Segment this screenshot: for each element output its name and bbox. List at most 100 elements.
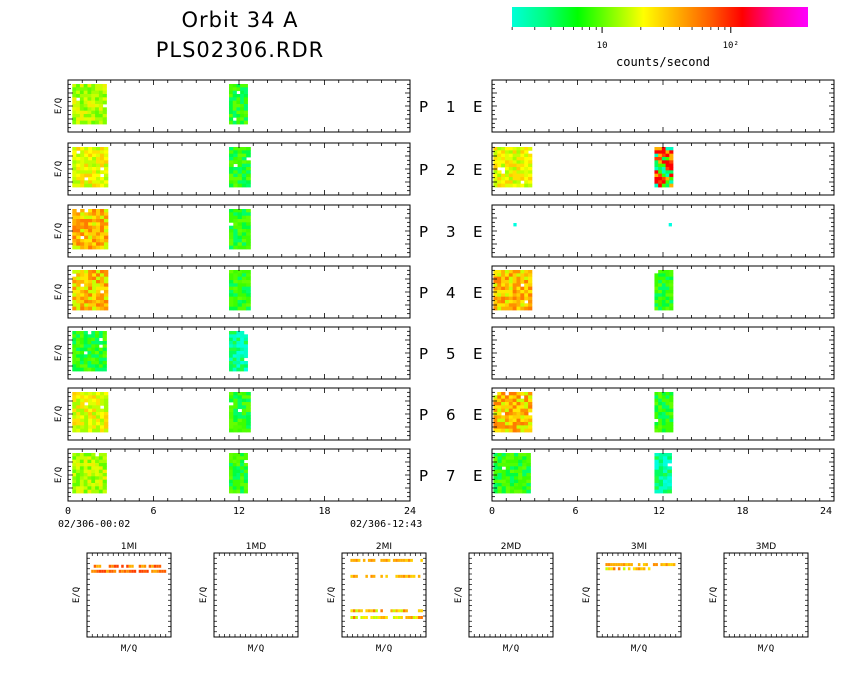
data-cell: [229, 94, 234, 98]
data-cell: [103, 147, 109, 151]
mass-cell: [400, 616, 403, 619]
data-cell: [497, 183, 502, 188]
data-cell: [509, 463, 515, 467]
data-cell: [241, 408, 247, 413]
data-cell: [79, 361, 85, 365]
data-cell: [83, 100, 88, 105]
data-cell: [243, 473, 248, 477]
data-cell: [516, 418, 521, 423]
data-cell: [665, 425, 670, 430]
data-cell: [229, 293, 234, 298]
data-cell: [501, 273, 506, 278]
mass-cell: [395, 616, 398, 619]
data-cell: [88, 160, 93, 165]
data-cell: [96, 286, 101, 291]
data-cell: [516, 270, 521, 274]
data-cell: [240, 107, 245, 112]
data-cell: [504, 153, 510, 158]
data-cell: [98, 476, 104, 481]
data-cell: [92, 225, 97, 230]
data-cell: [99, 229, 105, 233]
mass-cell: [98, 564, 102, 568]
data-cell: [665, 286, 670, 291]
data-cell: [658, 293, 663, 298]
data-cell: [91, 463, 96, 467]
data-cell: [240, 489, 245, 494]
data-cell: [528, 306, 533, 311]
data-cell: [95, 459, 100, 464]
mass-cell: [420, 558, 423, 562]
data-cell: [76, 177, 81, 181]
data-cell: [92, 157, 97, 161]
data-cell: [72, 84, 77, 88]
data-cell: [669, 280, 674, 284]
data-cell: [80, 306, 85, 311]
data-cell: [72, 306, 77, 311]
data-cell: [92, 222, 97, 227]
data-cell: [72, 456, 77, 461]
mass-panel-title: 3MI: [631, 542, 647, 552]
data-cell: [667, 486, 672, 491]
data-cell: [504, 296, 510, 301]
data-cell: [509, 479, 515, 484]
spectrogram-panel: [491, 448, 835, 502]
data-cell: [237, 405, 243, 410]
data-cell: [92, 425, 97, 430]
data-cell: [102, 367, 107, 372]
spectrogram-panel: [67, 326, 411, 380]
data-cell: [102, 114, 107, 118]
data-cell: [76, 225, 81, 230]
data-cell: [493, 276, 498, 281]
data-cell: [72, 163, 77, 168]
data-cell: [87, 104, 92, 108]
data-cell: [237, 303, 243, 308]
data-cell: [665, 276, 670, 281]
data-cell: [504, 177, 510, 181]
data-cell: [79, 117, 85, 122]
data-cell: [95, 87, 100, 92]
mass-cell: [372, 609, 376, 613]
data-cell: [236, 104, 241, 108]
data-cell: [76, 398, 81, 403]
data-cell: [237, 173, 243, 178]
data-cell: [237, 422, 243, 426]
data-cell: [76, 147, 81, 151]
data-cell: [232, 476, 237, 481]
data-cell: [102, 489, 107, 494]
data-cell: [98, 357, 104, 362]
data-cell: [665, 163, 670, 168]
data-cell: [516, 422, 521, 426]
data-cell: [497, 463, 503, 467]
data-cell: [658, 408, 663, 413]
mass-cell: [635, 567, 638, 571]
data-cell: [665, 177, 670, 181]
data-cell: [76, 395, 81, 400]
data-cell: [76, 486, 81, 491]
data-cell: [95, 486, 100, 491]
data-cell: [233, 296, 238, 301]
data-cell: [83, 466, 88, 471]
data-cell: [661, 425, 666, 430]
data-cell: [508, 177, 514, 181]
data-cell: [87, 94, 92, 98]
data-cell: [96, 183, 101, 188]
data-cell: [501, 173, 506, 178]
data-cell: [72, 469, 77, 474]
data-cell: [501, 418, 506, 423]
data-cell: [504, 180, 510, 185]
data-cell: [232, 367, 237, 372]
data-cell: [243, 84, 248, 88]
data-cell: [504, 183, 510, 188]
data-cell: [84, 180, 89, 185]
data-cell: [88, 415, 93, 420]
mass-panel-title: 1MD: [246, 542, 266, 552]
data-cell: [232, 100, 237, 105]
data-cell: [241, 405, 247, 410]
data-cell: [96, 170, 101, 175]
data-cell: [91, 334, 96, 339]
data-cell: [72, 405, 77, 410]
data-cell: [528, 283, 533, 288]
data-cell: [526, 466, 531, 471]
data-cell: [524, 270, 529, 274]
